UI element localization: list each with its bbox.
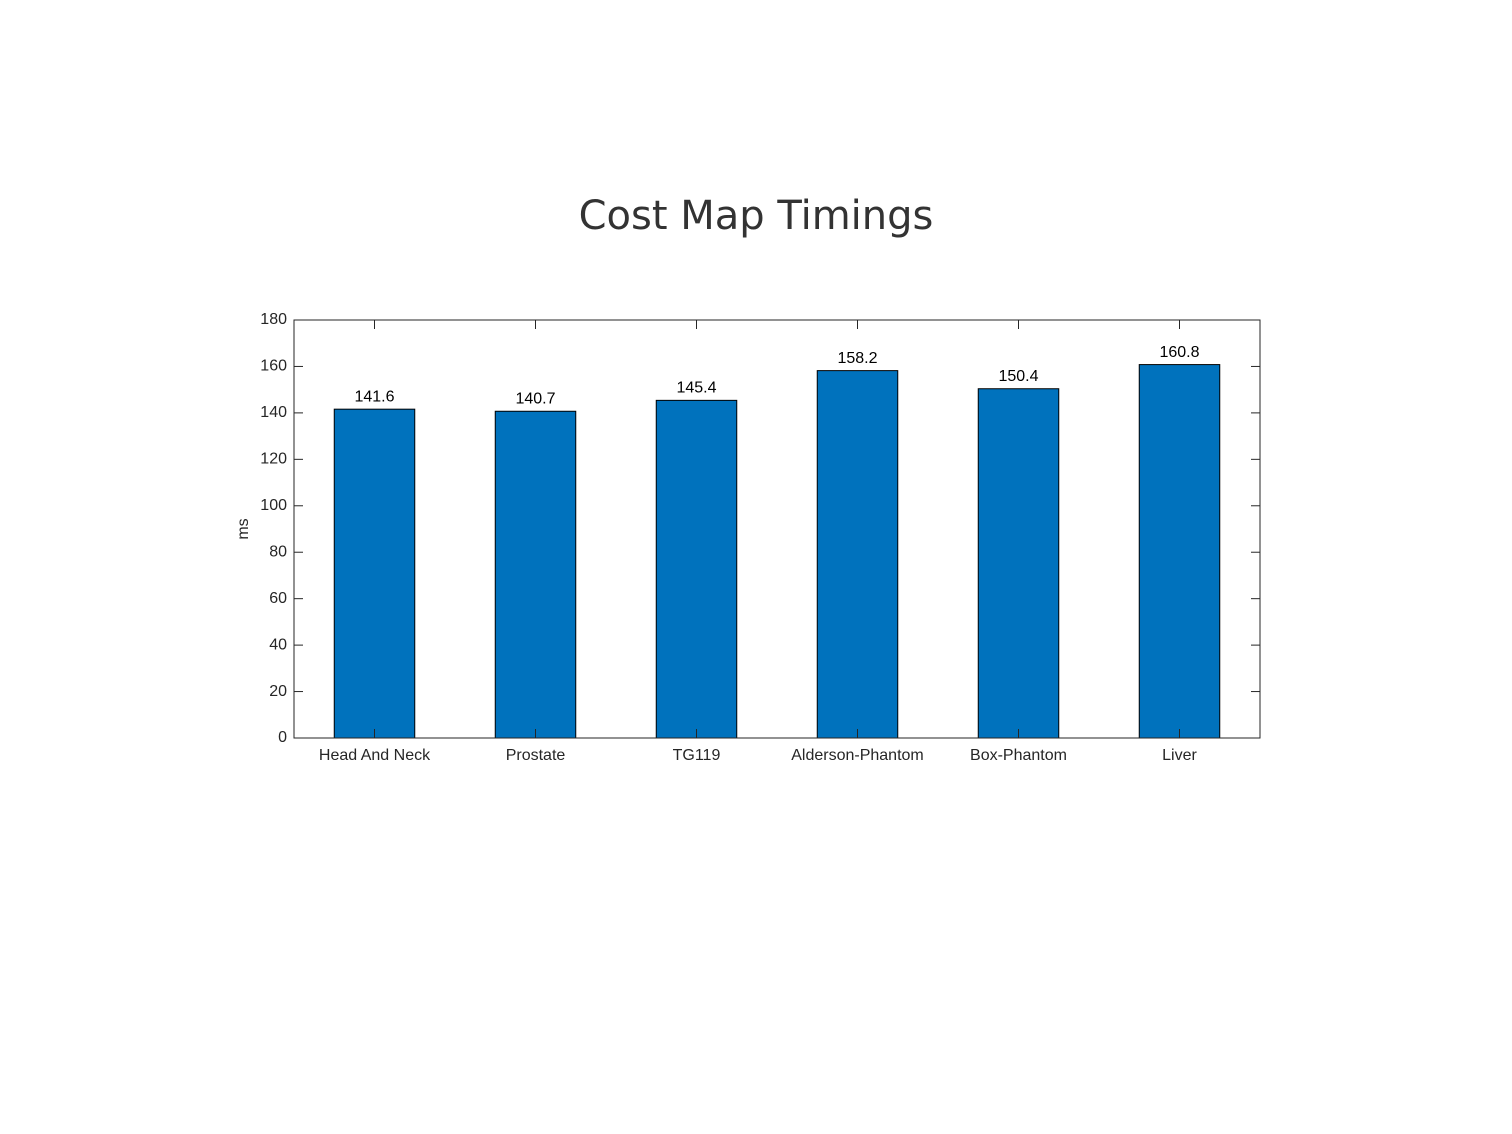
x-tick-label: Head And Neck (319, 747, 431, 764)
y-tick-label: 140 (260, 404, 287, 421)
x-tick-label: Box-Phantom (970, 747, 1067, 764)
x-tick-label: Alderson-Phantom (791, 747, 924, 764)
y-tick-label: 40 (269, 636, 287, 653)
y-tick-label: 0 (278, 729, 287, 746)
y-tick-label: 80 (269, 543, 287, 560)
bar (333, 408, 416, 739)
value-label: 141.6 (354, 388, 394, 405)
y-tick-label: 120 (260, 451, 287, 468)
value-label: 150.4 (998, 368, 1038, 385)
x-tick-label: Liver (1162, 747, 1197, 764)
bar (977, 388, 1060, 739)
y-tick-label: 20 (269, 683, 287, 700)
bar (655, 399, 738, 739)
x-tick-label: TG119 (673, 747, 721, 764)
axes-box (293, 319, 1261, 739)
chart-title: Cost Map Timings (579, 193, 934, 239)
y-tick-label: 160 (260, 358, 287, 375)
bar (494, 410, 577, 739)
value-label: 145.4 (676, 380, 716, 397)
value-label: 158.2 (837, 350, 877, 367)
value-label: 140.7 (515, 390, 555, 407)
bar (816, 370, 899, 739)
y-tick-label: 100 (260, 497, 287, 514)
x-tick-label: Prostate (506, 747, 566, 764)
bar (1138, 364, 1221, 739)
y-axis-label: ms (235, 518, 252, 539)
y-tick-label: 60 (269, 590, 287, 607)
y-tick-label: 180 (260, 311, 287, 328)
value-label: 160.8 (1159, 344, 1199, 361)
